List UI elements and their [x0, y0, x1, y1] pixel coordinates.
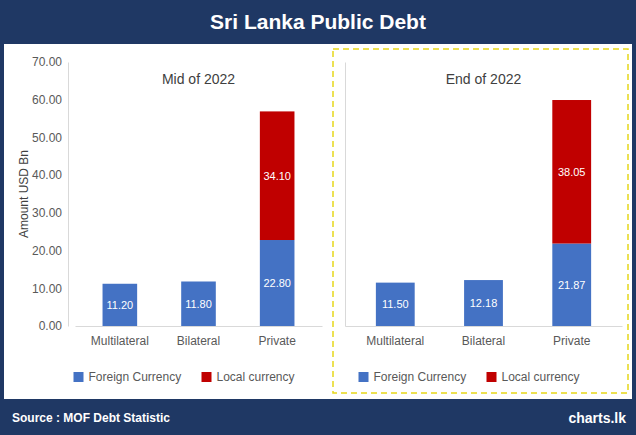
source: Source : MOF Debt Statistic — [12, 411, 170, 425]
data-label: 34.10 — [263, 170, 291, 182]
bars — [103, 111, 295, 326]
panel: Mid of 2022 Amount USD Bn 0.00 10.00 20.00 30… — [17, 55, 323, 384]
y-tick: 40.00 — [32, 168, 68, 182]
x-tick-label: Multilateral — [366, 334, 424, 348]
y-axis — [345, 63, 346, 327]
bars — [376, 100, 591, 326]
plot-background — [4, 44, 632, 399]
y-tick-label: 30.00 — [32, 206, 62, 220]
x-axis: Multilateral Bilateral Private — [76, 326, 323, 348]
data-labels: 11.20 11.80 22.80 34.10 — [106, 170, 290, 311]
bar — [260, 240, 295, 326]
y-tick-label: 70.00 — [32, 55, 62, 69]
chart-svg: Sri Lanka Public Debt Source : MOF Debt S… — [0, 0, 636, 435]
legend-item: Foreign Currency — [74, 370, 182, 384]
y-tick: 10.00 — [32, 282, 68, 296]
bar — [552, 100, 591, 244]
x-tick: Multilateral — [366, 326, 424, 348]
panel-title: Mid of 2022 — [162, 71, 235, 87]
logo: charts.lk — [568, 410, 626, 426]
y-axis-line — [345, 63, 346, 327]
x-axis-line — [76, 326, 323, 327]
x-tick-label: Bilateral — [177, 334, 220, 348]
x-axis-line — [346, 326, 623, 327]
y-tick-label: 20.00 — [32, 244, 62, 258]
y-tick-label: 0.00 — [39, 319, 63, 333]
y-tick: 70.00 — [32, 55, 68, 69]
data-label: 11.80 — [185, 298, 212, 310]
y-tick: 30.00 — [32, 206, 68, 220]
bar — [103, 284, 138, 326]
legend-swatch — [74, 372, 84, 382]
chart-root: Sri Lanka Public Debt Source : MOF Debt S… — [0, 0, 636, 435]
background — [0, 0, 636, 435]
legend-label: Foreign Currency — [89, 370, 182, 384]
highlight-frame — [333, 49, 628, 393]
x-tick: Bilateral — [462, 326, 505, 348]
data-label: 21.87 — [558, 279, 586, 291]
y-tick: 20.00 — [32, 244, 68, 258]
y-tick: 0.00 — [39, 319, 68, 333]
legend-item: Local currency — [487, 370, 580, 384]
x-tick-label: Bilateral — [462, 334, 505, 348]
x-tick: Private — [258, 326, 296, 348]
legend: Foreign Currency Local currency — [74, 370, 295, 384]
legend-label: Local currency — [217, 370, 295, 384]
x-tick: Private — [553, 326, 591, 348]
y-tick: 60.00 — [32, 93, 68, 107]
panel: End of 2022 11.50 12.18 21.87 38.05 Multilate… — [333, 49, 628, 393]
legend-swatch — [487, 372, 497, 382]
legend-item: Local currency — [202, 370, 295, 384]
data-label: 22.80 — [263, 277, 291, 289]
legend-label: Foreign Currency — [374, 370, 467, 384]
y-axis-line — [68, 63, 69, 327]
legend: Foreign Currency Local currency — [359, 370, 580, 384]
y-tick-label: 10.00 — [32, 282, 62, 296]
data-label: 11.50 — [382, 298, 409, 310]
legend-swatch — [202, 372, 212, 382]
y-tick-label: 50.00 — [32, 131, 62, 145]
x-tick: Bilateral — [177, 326, 220, 348]
legend-item: Foreign Currency — [359, 370, 467, 384]
data-label: 11.20 — [106, 299, 133, 311]
data-labels: 11.50 12.18 21.87 38.05 — [382, 166, 586, 311]
data-label: 12.18 — [470, 297, 498, 309]
title: Sri Lanka Public Debt — [210, 10, 426, 33]
y-tick: 50.00 — [32, 131, 68, 145]
x-axis: Multilateral Bilateral Private — [346, 326, 623, 348]
panel-title: End of 2022 — [446, 71, 522, 87]
bar — [260, 111, 295, 240]
legend-label: Local currency — [502, 370, 580, 384]
x-tick-label: Multilateral — [91, 334, 149, 348]
legend-swatch — [359, 372, 369, 382]
x-tick-label: Private — [258, 334, 296, 348]
bar — [464, 280, 503, 326]
bar — [552, 244, 591, 326]
bar — [376, 283, 415, 326]
x-tick: Multilateral — [91, 326, 149, 348]
bar — [181, 281, 216, 326]
y-tick-label: 60.00 — [32, 93, 62, 107]
data-label: 38.05 — [558, 166, 586, 178]
y-tick-label: 40.00 — [32, 168, 62, 182]
x-tick-label: Private — [553, 334, 591, 348]
y-axis: 0.00 10.00 20.00 30.00 40.00 50.00 60.00 70.00 — [32, 55, 69, 333]
y-axis-title: Amount USD Bn — [17, 150, 31, 238]
